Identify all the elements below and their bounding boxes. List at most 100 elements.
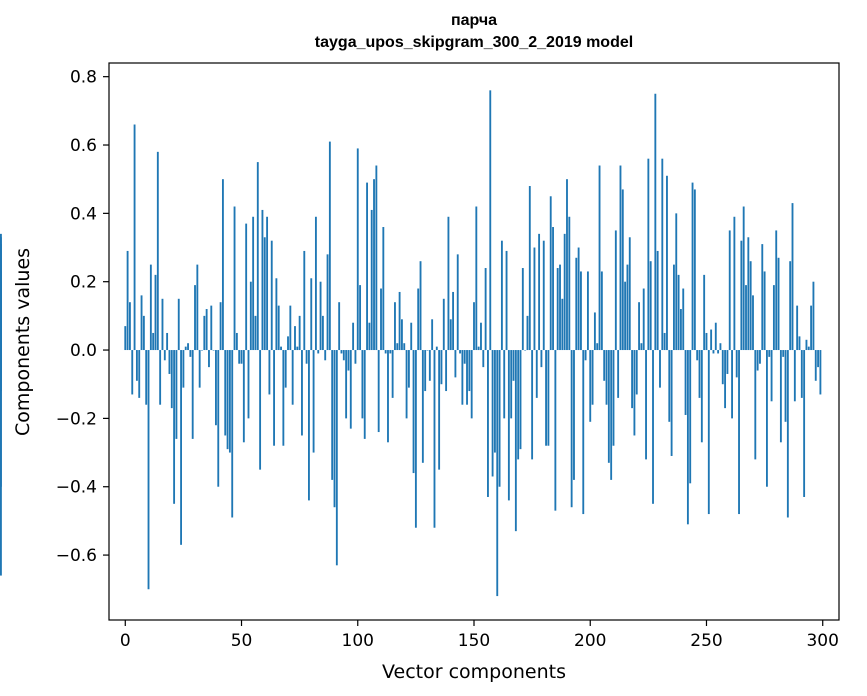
bar [575,257,578,351]
x-tick-label: 300 [806,631,838,651]
bar [700,350,703,443]
bar [607,350,610,463]
bar [201,350,203,351]
bar [126,250,129,351]
bar [135,350,138,381]
bar [263,237,266,351]
bar [668,350,671,422]
bar [256,162,259,351]
bar [331,350,334,480]
y-axis-label: Components values [12,248,34,436]
bar [640,343,643,351]
bar [138,350,141,398]
bar [573,350,575,480]
bar [598,165,601,351]
bar [305,350,308,364]
bar [707,350,710,515]
bar [589,350,592,422]
bar [380,288,382,351]
bar [221,179,224,351]
bar [228,350,231,453]
bar [814,350,817,381]
bar [354,350,357,364]
bar [189,350,192,357]
bar [777,257,780,351]
bar [147,350,150,590]
bar [326,254,329,351]
bar [570,350,573,508]
bar [375,165,378,351]
bar [659,350,661,388]
bar [684,350,687,415]
bar [312,350,315,453]
bar [624,281,627,351]
x-tick-label: 200 [574,631,606,651]
bar [177,298,180,351]
bar [798,336,801,351]
bar [377,350,380,433]
bar [547,350,550,446]
bar [266,216,269,351]
bar [252,216,255,351]
bar [233,206,236,351]
bar [205,309,208,351]
bar [552,227,554,351]
bar [542,240,545,351]
bar [356,148,359,351]
bar [445,350,448,392]
bar [661,158,664,351]
bar [580,271,582,351]
bar [817,350,820,368]
bar [273,350,275,446]
bar [761,244,764,351]
bar [605,350,608,405]
bar [431,319,434,351]
bar [796,305,799,351]
bar [675,213,678,351]
bar [156,151,159,351]
bar [231,350,234,518]
bar [810,305,813,351]
bar [324,350,327,361]
bar [310,278,313,351]
bar [466,350,468,405]
bar [740,240,743,351]
bar [682,288,685,351]
bar [215,350,217,426]
bar [468,350,471,392]
bar [401,319,403,351]
bar [652,350,654,504]
bar [500,240,503,351]
bar [493,350,496,453]
bar [631,350,634,409]
bar [296,346,299,351]
bar [282,350,285,446]
bar [463,350,466,364]
bar [763,271,766,351]
bar [596,343,599,351]
bar [161,298,164,351]
bar [772,285,775,351]
bar [319,281,322,351]
y-tick-label: −0.4 [56,478,97,498]
bar [410,322,413,351]
bar [442,298,445,351]
bar [679,309,682,351]
bar [535,350,538,398]
bar [452,291,455,351]
bar [812,281,815,351]
bar [477,346,480,351]
bar [528,186,531,351]
bar [628,237,631,351]
bar [626,264,629,351]
bar [724,350,727,409]
bar [517,350,520,460]
bar [328,141,331,351]
bar [556,268,559,351]
bar [254,315,257,351]
bar [728,230,731,351]
bar [414,350,417,528]
bar [503,350,506,419]
bar [242,350,245,443]
